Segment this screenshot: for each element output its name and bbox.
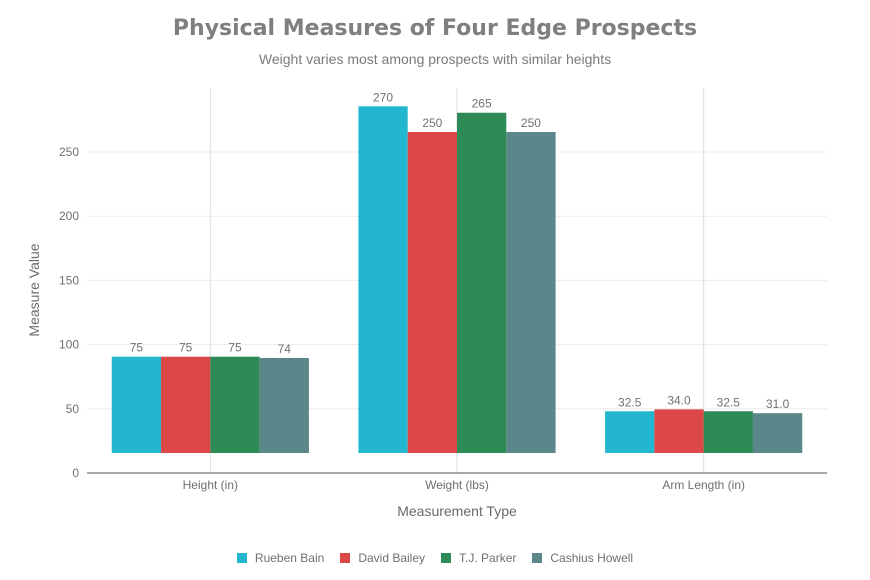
- bar-value-label: 270: [373, 90, 393, 104]
- legend-item[interactable]: Rueben Bain: [236, 551, 325, 565]
- y-tick-label: 0: [72, 466, 79, 480]
- bar: [358, 106, 408, 453]
- bar: [605, 411, 655, 453]
- bar: [111, 356, 162, 453]
- chart-subtitle: Weight varies most among prospects with …: [258, 51, 612, 67]
- bar-value-label: 32.5: [717, 395, 741, 409]
- legend-swatch: [532, 553, 543, 563]
- bar-value-label: 34.0: [667, 393, 691, 407]
- y-tick-label: 250: [59, 145, 79, 159]
- bar-labels: 75 270 32.5 75 250 34.0 75 265 32.5 74 250 31.0: [130, 90, 790, 411]
- bar: [703, 411, 753, 453]
- legend-label: David Bailey: [358, 551, 426, 565]
- bar: [654, 409, 704, 453]
- bar-value-label: 75: [130, 341, 144, 355]
- legend-label: Rueben Bain: [254, 551, 325, 565]
- legend-label: Cashius Howell: [550, 551, 634, 565]
- axes: 0 50 100 150 200 250 Height (in) Weight (lbs) Ar…: [59, 145, 827, 492]
- x-axis-title: Measurement Type: [397, 503, 517, 519]
- legend-item[interactable]: T.J. Parker: [441, 551, 516, 565]
- y-tick-label: 150: [59, 273, 79, 287]
- y-tick-label: 200: [59, 209, 79, 223]
- legend-item[interactable]: David Bailey: [340, 551, 425, 565]
- legend-swatch: [441, 553, 452, 563]
- bar: [259, 357, 309, 453]
- bar: [210, 356, 260, 453]
- bar-value-label: 75: [179, 341, 193, 355]
- bar: [506, 132, 556, 453]
- legend-item[interactable]: Cashius Howell: [532, 551, 633, 565]
- y-tick-label: 50: [66, 402, 80, 416]
- legend-swatch: [236, 553, 247, 563]
- bars: [111, 106, 803, 454]
- x-tick-label: Weight (lbs): [425, 478, 489, 492]
- x-tick-label: Height (in): [183, 478, 238, 492]
- bar: [457, 112, 507, 454]
- bar-value-label: 265: [472, 97, 492, 111]
- bar-value-label: 250: [422, 116, 442, 130]
- bar-value-label: 32.5: [618, 395, 642, 409]
- bar: [407, 132, 457, 453]
- legend-label: T.J. Parker: [459, 551, 517, 565]
- bar-value-label: 250: [521, 116, 541, 130]
- x-tick-label: Arm Length (in): [662, 478, 745, 492]
- bar-value-label: 74: [278, 342, 292, 356]
- bar: [752, 413, 803, 453]
- y-axis-title: Measure Value: [26, 243, 42, 336]
- bar-value-label: 31.0: [766, 397, 790, 411]
- bar-value-label: 75: [228, 341, 242, 355]
- legend: Rueben Bain David Bailey T.J. Parker Cashiu…: [0, 551, 870, 565]
- y-tick-label: 100: [59, 338, 79, 352]
- chart-title: Physical Measures of Four Edge Prospects: [172, 16, 698, 41]
- legend-swatch: [340, 553, 351, 563]
- bar: [161, 356, 211, 453]
